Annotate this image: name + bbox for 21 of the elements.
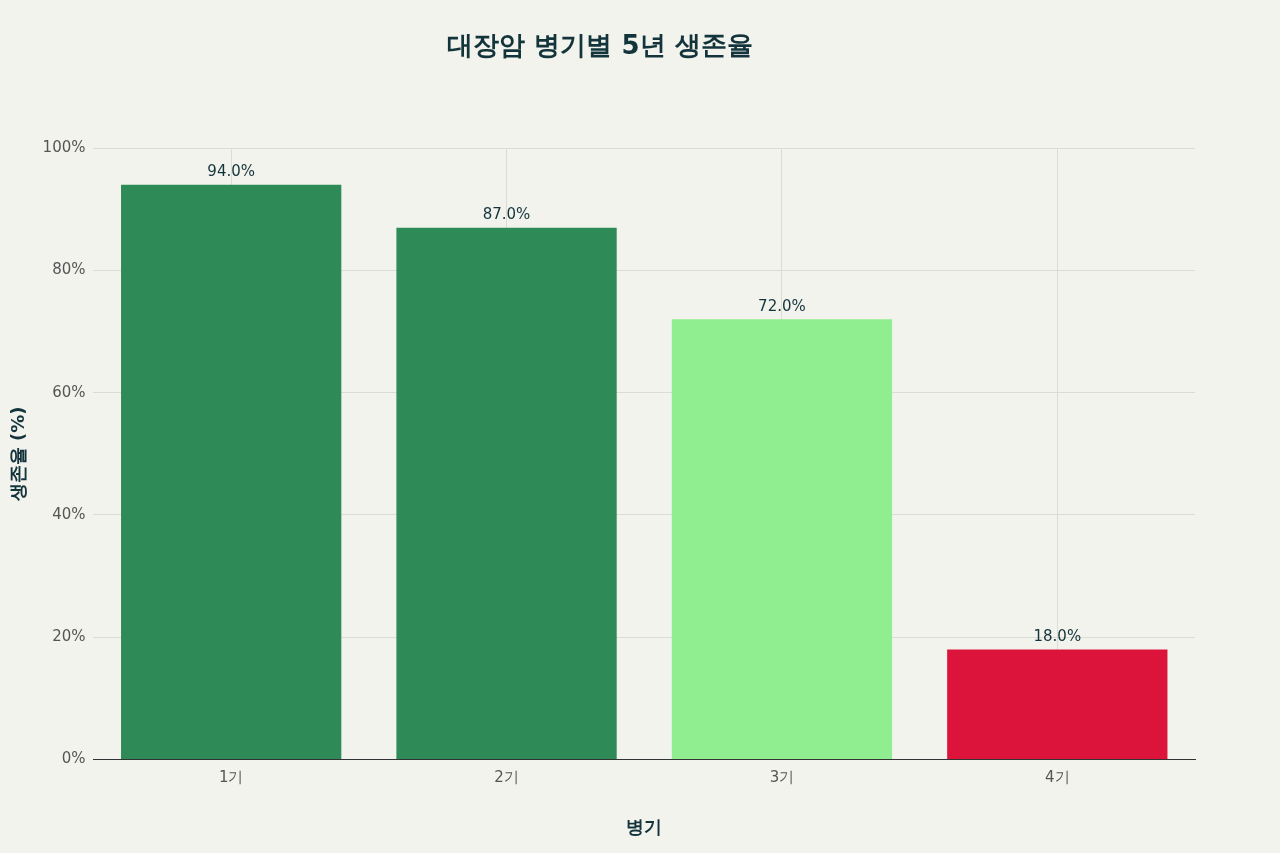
data-label: 94.0% xyxy=(207,162,255,181)
y-tick-label: 0% xyxy=(61,749,86,768)
data-label: 72.0% xyxy=(758,296,806,315)
x-tick-label: 4기 xyxy=(1045,768,1070,787)
bar xyxy=(121,184,342,759)
x-tick-label: 1기 xyxy=(218,768,244,787)
data-label: 87.0% xyxy=(482,205,531,224)
y-tick-label: 100% xyxy=(42,138,86,157)
y-tick-label: 20% xyxy=(52,627,86,646)
chart-title: 대장암 병기별 5년 생존율 xyxy=(447,30,753,61)
x-tick-label: 2기 xyxy=(494,768,519,787)
y-axis-title: 생존율 (%) xyxy=(7,406,29,503)
x-axis-title: 병기 xyxy=(626,815,663,837)
bar xyxy=(396,227,617,759)
bar xyxy=(947,649,1168,759)
y-tick-label: 60% xyxy=(52,382,86,401)
data-label: 18.0% xyxy=(1033,626,1082,645)
y-tick-label: 80% xyxy=(52,260,86,279)
y-tick-label: 40% xyxy=(52,504,86,523)
bar xyxy=(671,319,893,759)
x-tick-label: 3기 xyxy=(769,768,795,787)
